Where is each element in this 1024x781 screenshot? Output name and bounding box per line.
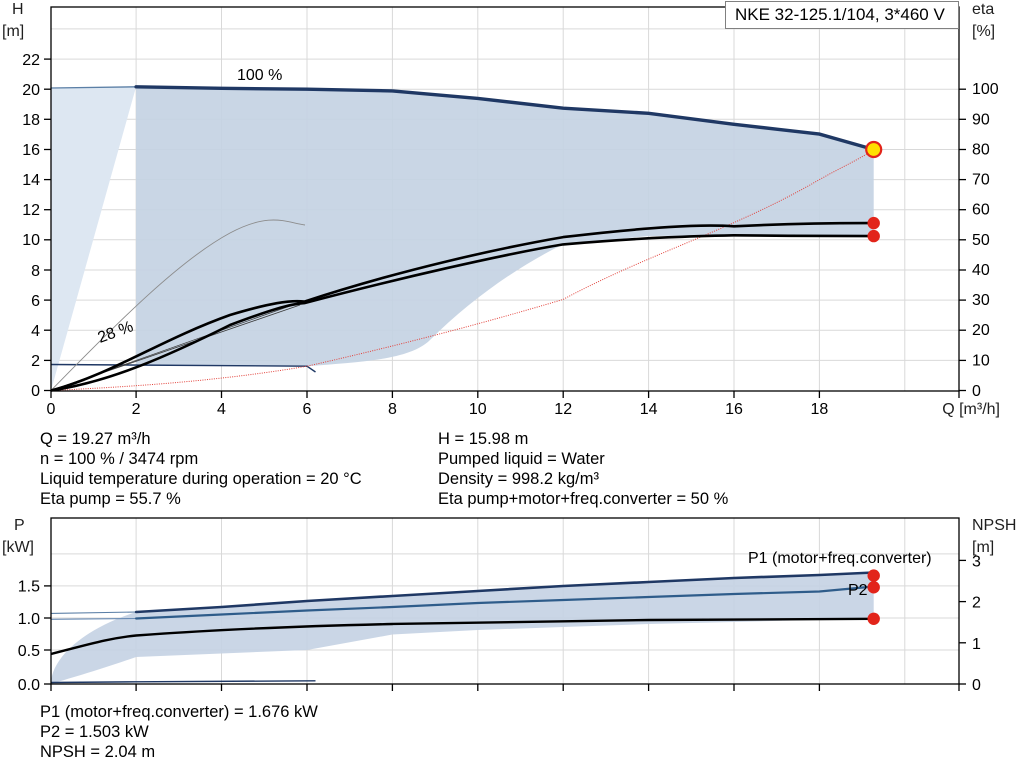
svg-text:H = 15.98 m: H = 15.98 m	[438, 430, 528, 448]
svg-text:n = 100 % / 3474 rpm: n = 100 % / 3474 rpm	[40, 450, 198, 468]
svg-text:14: 14	[640, 401, 658, 418]
svg-text:P1 (motor+freq.converter) = 1.: P1 (motor+freq.converter) = 1.676 kW	[40, 703, 318, 721]
svg-text:4: 4	[217, 401, 226, 418]
svg-text:28 %: 28 %	[96, 318, 136, 346]
svg-text:[m]: [m]	[2, 23, 24, 40]
svg-text:[%]: [%]	[972, 23, 995, 40]
svg-text:8: 8	[31, 263, 40, 280]
svg-text:P2 = 1.503 kW: P2 = 1.503 kW	[40, 723, 149, 741]
svg-text:20: 20	[972, 322, 990, 339]
svg-text:Eta pump+motor+freq.converter: Eta pump+motor+freq.converter = 50 %	[438, 490, 729, 508]
svg-text:70: 70	[972, 172, 990, 189]
svg-text:6: 6	[31, 293, 40, 310]
svg-text:50: 50	[972, 232, 990, 249]
svg-text:Pumped liquid = Water: Pumped liquid = Water	[438, 450, 605, 468]
svg-text:90: 90	[972, 111, 990, 128]
svg-text:18: 18	[811, 401, 829, 418]
svg-text:1.0: 1.0	[18, 611, 40, 628]
svg-text:0: 0	[47, 401, 56, 418]
svg-text:P1 (motor+freq.converter): P1 (motor+freq.converter)	[748, 550, 932, 567]
svg-text:2: 2	[972, 595, 981, 612]
svg-text:12: 12	[22, 202, 40, 219]
svg-text:10: 10	[972, 352, 990, 369]
svg-text:0: 0	[972, 383, 981, 400]
svg-text:18: 18	[22, 112, 40, 129]
svg-text:Q [m³/h]: Q [m³/h]	[942, 401, 1000, 418]
svg-text:22: 22	[22, 52, 40, 69]
svg-text:Q = 19.27 m³/h: Q = 19.27 m³/h	[40, 430, 151, 448]
svg-text:NPSH: NPSH	[972, 517, 1016, 534]
svg-text:P: P	[14, 517, 25, 534]
svg-text:1: 1	[972, 636, 981, 653]
svg-text:10: 10	[469, 401, 487, 418]
svg-text:4: 4	[31, 323, 40, 340]
svg-text:10: 10	[22, 232, 40, 249]
svg-text:[m]: [m]	[972, 539, 994, 556]
svg-text:eta: eta	[972, 1, 994, 18]
svg-text:Eta pump = 55.7 %: Eta pump = 55.7 %	[40, 490, 181, 508]
svg-text:[kW]: [kW]	[2, 539, 34, 556]
svg-text:40: 40	[972, 262, 990, 279]
svg-text:H: H	[12, 1, 24, 18]
svg-text:NPSH = 2.04 m: NPSH = 2.04 m	[40, 743, 155, 761]
svg-text:14: 14	[22, 172, 40, 189]
svg-text:1.5: 1.5	[18, 579, 40, 596]
svg-text:2: 2	[132, 401, 141, 418]
svg-text:8: 8	[388, 401, 397, 418]
svg-text:Liquid temperature during oper: Liquid temperature during operation = 20…	[40, 470, 362, 488]
svg-text:P2: P2	[848, 582, 868, 599]
svg-text:2: 2	[31, 353, 40, 370]
svg-text:12: 12	[554, 401, 572, 418]
svg-text:20: 20	[22, 82, 40, 99]
svg-text:Density = 998.2 kg/m³: Density = 998.2 kg/m³	[438, 470, 599, 488]
svg-text:100: 100	[972, 81, 999, 98]
svg-text:0.5: 0.5	[18, 643, 40, 660]
svg-text:16: 16	[22, 142, 40, 159]
svg-text:100 %: 100 %	[237, 67, 282, 84]
svg-text:16: 16	[725, 401, 743, 418]
svg-text:0.0: 0.0	[18, 677, 40, 694]
svg-text:30: 30	[972, 292, 990, 309]
svg-text:6: 6	[303, 401, 312, 418]
svg-text:NKE 32-125.1/104, 3*460 V: NKE 32-125.1/104, 3*460 V	[735, 5, 945, 24]
svg-text:0: 0	[31, 383, 40, 400]
svg-text:60: 60	[972, 202, 990, 219]
svg-text:0: 0	[972, 677, 981, 694]
svg-text:80: 80	[972, 142, 990, 159]
